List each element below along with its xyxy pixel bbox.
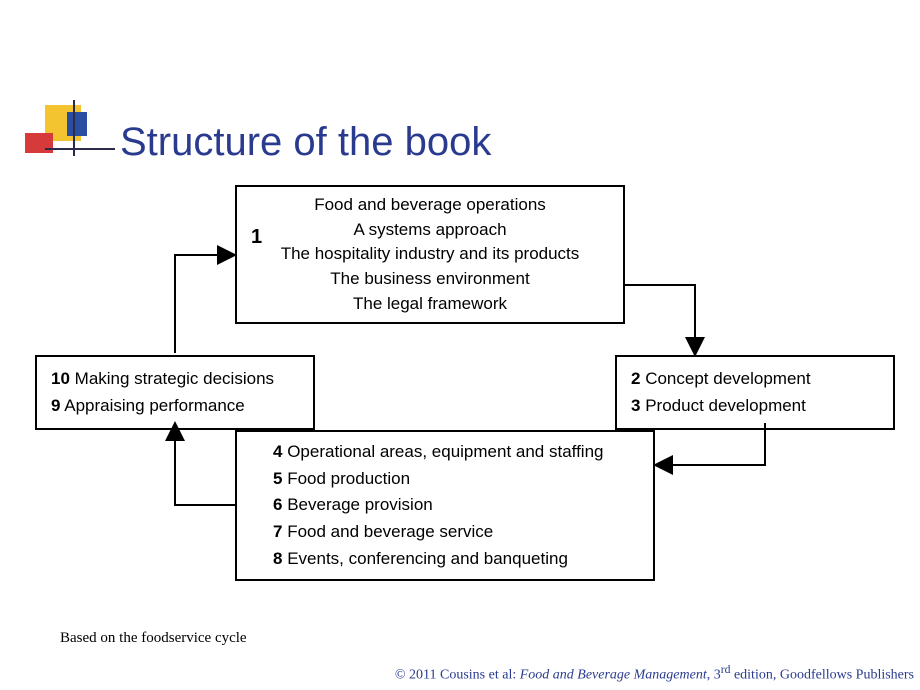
node-row: 5 Food production <box>273 467 643 492</box>
node-row: 3 Product development <box>631 394 879 419</box>
slide-logo <box>15 100 105 170</box>
node-line: The business environment <box>247 267 613 292</box>
node-number: 6 <box>273 495 282 514</box>
node-text: Beverage provision <box>287 495 433 514</box>
logo-square-red <box>25 133 53 153</box>
footer-book-title: Food and Beverage Management <box>520 668 707 683</box>
node-row: 8 Events, conferencing and banqueting <box>273 547 643 572</box>
node-number: 2 <box>631 369 640 388</box>
footer-text: edition, Goodfellows Publishers <box>730 668 914 683</box>
node-row: 2 Concept development <box>631 367 879 392</box>
node-row: 10 Making strategic decisions <box>51 367 299 392</box>
node-number: 7 <box>273 522 282 541</box>
node-row: 7 Food and beverage service <box>273 520 643 545</box>
node-line: A systems approach <box>247 218 613 243</box>
diagram-caption: Based on the foodservice cycle <box>60 630 247 647</box>
node-line: The legal framework <box>247 292 613 317</box>
footer-text: , 3 <box>707 668 721 683</box>
logo-square-blue <box>67 112 87 136</box>
node-number: 4 <box>273 442 282 461</box>
node-line: Food and beverage operations <box>247 193 613 218</box>
node-number: 10 <box>51 369 70 388</box>
node-text: Food production <box>287 469 410 488</box>
node-chapters-2-3: 2 Concept development 3 Product developm… <box>615 355 895 430</box>
page-title: Structure of the book <box>120 120 491 165</box>
node-number: 8 <box>273 549 282 568</box>
node-chapters-4-8: 4 Operational areas, equipment and staff… <box>235 430 655 581</box>
logo-line-horizontal <box>45 148 115 150</box>
node-number: 9 <box>51 396 60 415</box>
node-text: Events, conferencing and banqueting <box>287 549 568 568</box>
node-row: 6 Beverage provision <box>273 493 643 518</box>
node-chapter-1: 1 Food and beverage operations A systems… <box>235 185 625 324</box>
node-chapters-9-10: 10 Making strategic decisions 9 Appraisi… <box>35 355 315 430</box>
footer-superscript: rd <box>721 663 731 676</box>
flowchart-diagram: 1 Food and beverage operations A systems… <box>35 185 895 605</box>
node-number: 1 <box>251 223 262 252</box>
footer-prefix: © 2011 Cousins et al: <box>395 668 520 683</box>
node-text: Food and beverage service <box>287 522 493 541</box>
node-number: 5 <box>273 469 282 488</box>
node-row: 9 Appraising performance <box>51 394 299 419</box>
node-text: Making strategic decisions <box>75 369 274 388</box>
node-text: Operational areas, equipment and staffin… <box>287 442 603 461</box>
node-row: 4 Operational areas, equipment and staff… <box>273 440 643 465</box>
node-text: Concept development <box>645 369 810 388</box>
copyright-footer: © 2011 Cousins et al: Food and Beverage … <box>395 663 914 684</box>
node-number: 3 <box>631 396 640 415</box>
node-text: Product development <box>645 396 806 415</box>
node-text: Appraising performance <box>64 396 244 415</box>
node-line: The hospitality industry and its product… <box>247 242 613 267</box>
